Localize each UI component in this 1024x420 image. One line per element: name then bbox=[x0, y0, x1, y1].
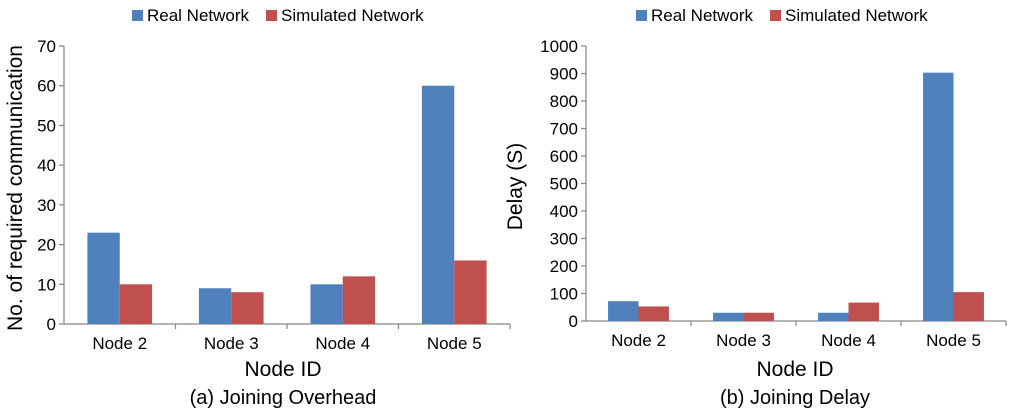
x-tick-label: Node 4 bbox=[821, 331, 876, 350]
y-tick-label: 1000 bbox=[540, 37, 578, 56]
x-axis-title: Node ID bbox=[244, 358, 321, 381]
bar-real-node-3 bbox=[198, 288, 232, 324]
y-tick-label: 40 bbox=[37, 156, 56, 175]
x-tick-label: Node 3 bbox=[204, 334, 259, 353]
y-tick-label: 800 bbox=[550, 92, 578, 111]
bar-real-node-2 bbox=[87, 232, 120, 324]
y-tick-label: 30 bbox=[37, 196, 56, 215]
chart-joining-overhead: 0 10 20 30 40 50 60 70 Node 2 Node 3 Node 4 Node 5 R… bbox=[4, 6, 511, 409]
y-axis-title: No. of required communication bbox=[4, 45, 27, 331]
bar-simulated-node-4 bbox=[848, 302, 879, 321]
x-tick-label: Node 2 bbox=[92, 334, 147, 353]
bar-real-node-4 bbox=[818, 312, 849, 321]
y-tick-label: 20 bbox=[37, 236, 56, 255]
bar-real-node-5 bbox=[923, 72, 954, 321]
legend-label: Real Network bbox=[147, 6, 250, 25]
bar-real-node-5 bbox=[421, 85, 455, 324]
legend-label: Simulated Network bbox=[281, 6, 424, 25]
x-axis-title: Node ID bbox=[756, 358, 833, 381]
y-tick-label: 0 bbox=[47, 315, 56, 334]
legend-swatch bbox=[636, 10, 647, 21]
chart-joining-delay: 0 100 200 300 400 500 600 700 800 900 1000 Node 2 No… bbox=[504, 6, 1007, 409]
bar-simulated-node-5 bbox=[953, 292, 984, 321]
y-tick-label: 10 bbox=[37, 275, 56, 294]
bar-real-node-3 bbox=[713, 312, 744, 321]
y-tick-label: 300 bbox=[550, 230, 578, 249]
y-tick-label: 0 bbox=[569, 312, 578, 331]
y-tick-label: 600 bbox=[550, 147, 578, 166]
legend-swatch bbox=[266, 10, 277, 21]
chart-caption: (a) Joining Overhead bbox=[190, 387, 377, 409]
x-tick-label: Node 3 bbox=[716, 331, 771, 350]
chart-caption: (b) Joining Delay bbox=[720, 387, 870, 409]
bar-simulated-node-4 bbox=[342, 276, 376, 324]
x-tick-label: Node 5 bbox=[427, 334, 482, 353]
legend-label: Simulated Network bbox=[785, 6, 928, 25]
y-tick-label: 70 bbox=[37, 37, 56, 56]
legend-swatch bbox=[770, 10, 781, 21]
y-axis-title: Delay (S) bbox=[504, 143, 527, 231]
y-tick-label: 100 bbox=[550, 285, 578, 304]
bar-simulated-node-2 bbox=[638, 306, 669, 321]
bar-real-node-2 bbox=[608, 301, 639, 321]
bar-simulated-node-2 bbox=[119, 284, 153, 324]
legend-label: Real Network bbox=[651, 6, 754, 25]
y-tick-label: 50 bbox=[37, 116, 56, 135]
bar-simulated-node-3 bbox=[231, 292, 264, 324]
x-tick-label: Node 4 bbox=[315, 334, 370, 353]
legend-swatch bbox=[132, 10, 143, 21]
y-tick-label: 900 bbox=[550, 65, 578, 84]
bar-simulated-node-3 bbox=[743, 312, 774, 321]
x-tick-label: Node 5 bbox=[926, 331, 981, 350]
y-tick-label: 60 bbox=[37, 77, 56, 96]
bar-simulated-node-5 bbox=[454, 260, 487, 324]
x-tick-label: Node 2 bbox=[611, 331, 666, 350]
y-tick-label: 400 bbox=[550, 202, 578, 221]
y-tick-label: 500 bbox=[550, 175, 578, 194]
y-tick-label: 700 bbox=[550, 120, 578, 139]
y-tick-label: 200 bbox=[550, 257, 578, 276]
bar-real-node-4 bbox=[310, 284, 343, 324]
